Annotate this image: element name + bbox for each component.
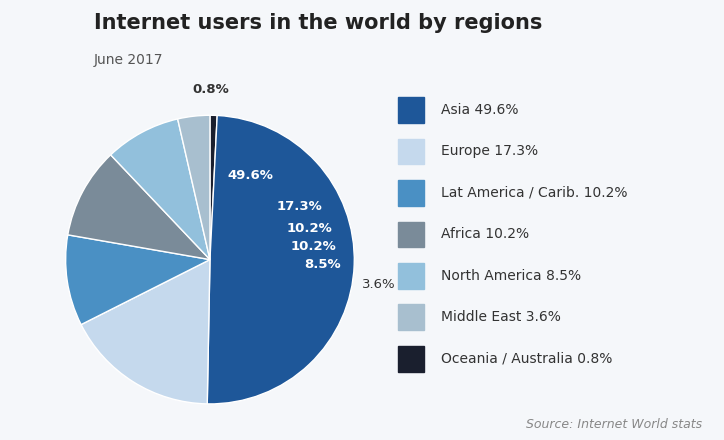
FancyBboxPatch shape <box>398 139 424 164</box>
FancyBboxPatch shape <box>398 97 424 123</box>
Text: 0.8%: 0.8% <box>193 83 230 96</box>
Text: 8.5%: 8.5% <box>304 258 341 271</box>
Text: Lat America / Carib. 10.2%: Lat America / Carib. 10.2% <box>440 186 627 200</box>
Wedge shape <box>66 235 210 325</box>
Text: Internet users in the world by regions: Internet users in the world by regions <box>94 13 542 33</box>
Wedge shape <box>111 119 210 260</box>
Wedge shape <box>177 115 210 260</box>
Wedge shape <box>207 115 354 404</box>
FancyBboxPatch shape <box>398 304 424 330</box>
Text: Middle East 3.6%: Middle East 3.6% <box>440 310 560 324</box>
Text: 17.3%: 17.3% <box>276 200 322 213</box>
FancyBboxPatch shape <box>398 180 424 206</box>
Text: Oceania / Australia 0.8%: Oceania / Australia 0.8% <box>440 352 612 366</box>
FancyBboxPatch shape <box>398 263 424 289</box>
Text: 3.6%: 3.6% <box>361 278 395 291</box>
Text: 10.2%: 10.2% <box>290 240 336 253</box>
Text: 10.2%: 10.2% <box>287 222 332 235</box>
Text: June 2017: June 2017 <box>94 53 164 67</box>
FancyBboxPatch shape <box>398 346 424 372</box>
Text: Africa 10.2%: Africa 10.2% <box>440 227 529 242</box>
Text: Asia 49.6%: Asia 49.6% <box>440 103 518 117</box>
Text: North America 8.5%: North America 8.5% <box>440 269 581 283</box>
Text: Europe 17.3%: Europe 17.3% <box>440 144 538 158</box>
FancyBboxPatch shape <box>398 221 424 247</box>
Text: Source: Internet World stats: Source: Internet World stats <box>526 418 702 431</box>
Wedge shape <box>68 155 210 260</box>
Text: 49.6%: 49.6% <box>227 169 274 182</box>
Wedge shape <box>210 115 217 260</box>
Wedge shape <box>81 260 210 404</box>
